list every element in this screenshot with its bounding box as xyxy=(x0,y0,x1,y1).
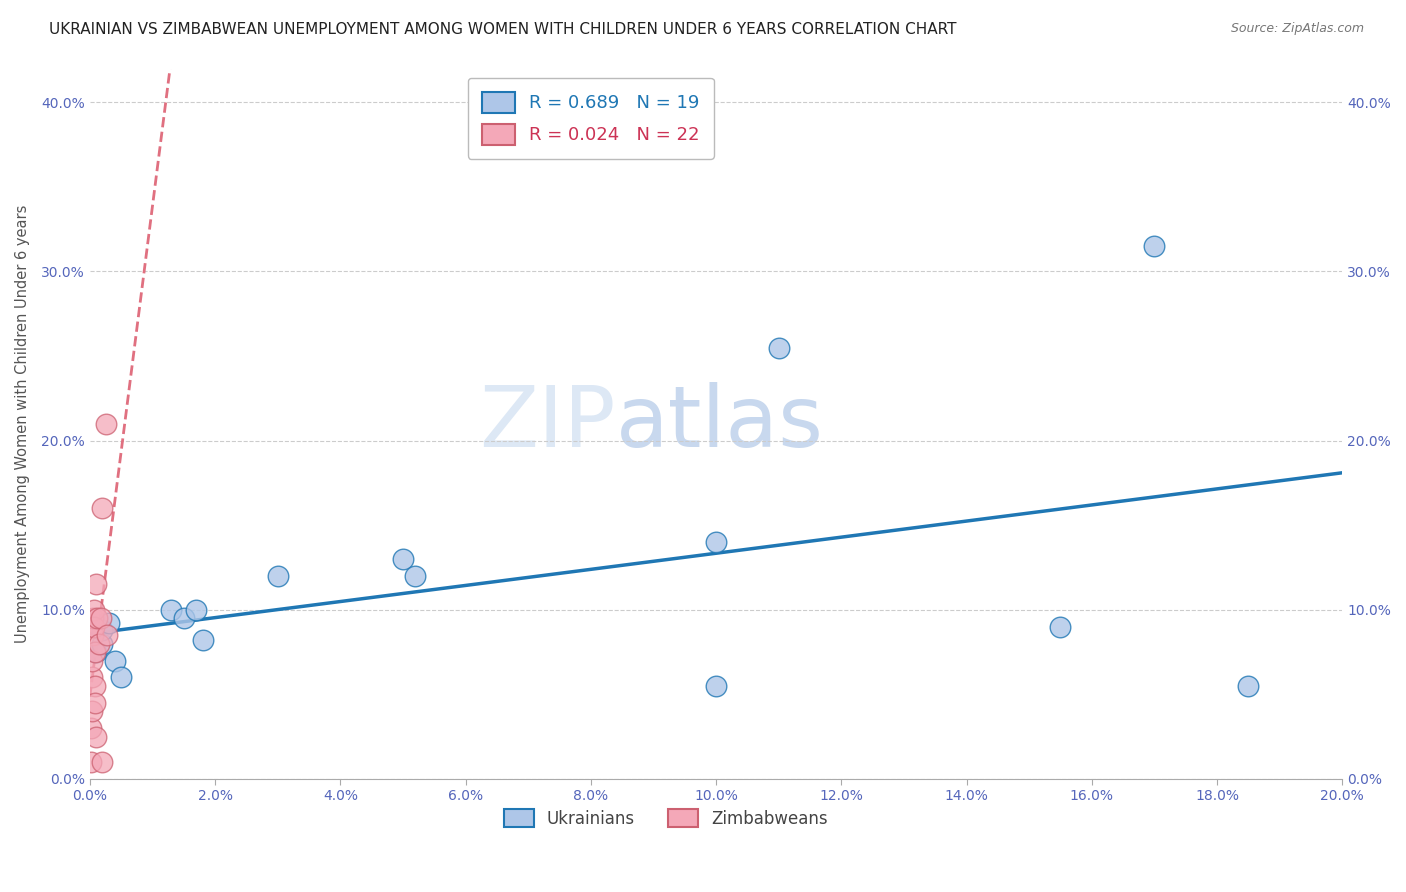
Point xyxy=(83,620,105,634)
Point xyxy=(1049,620,1071,634)
Point xyxy=(82,620,104,634)
Point xyxy=(89,637,111,651)
Point xyxy=(1143,239,1166,253)
Point xyxy=(173,611,195,625)
Point xyxy=(91,501,114,516)
Y-axis label: Unemployment Among Women with Children Under 6 years: Unemployment Among Women with Children U… xyxy=(15,204,30,643)
Point xyxy=(768,341,790,355)
Point xyxy=(82,653,104,667)
Point xyxy=(84,645,107,659)
Point xyxy=(160,603,183,617)
Point xyxy=(90,611,112,625)
Point xyxy=(186,603,208,617)
Point xyxy=(96,628,118,642)
Point xyxy=(84,730,107,744)
Point xyxy=(80,670,103,684)
Point xyxy=(405,569,427,583)
Point xyxy=(82,611,104,625)
Point xyxy=(110,670,132,684)
Point xyxy=(80,704,103,718)
Point xyxy=(91,637,114,651)
Point xyxy=(83,645,105,659)
Point xyxy=(84,696,107,710)
Point xyxy=(80,721,103,735)
Point xyxy=(191,633,214,648)
Text: Source: ZipAtlas.com: Source: ZipAtlas.com xyxy=(1230,22,1364,36)
Point xyxy=(86,611,108,625)
Point xyxy=(80,755,103,769)
Point xyxy=(94,417,117,431)
Point xyxy=(84,577,107,591)
Point xyxy=(1237,679,1260,693)
Point xyxy=(91,623,114,637)
Point xyxy=(267,569,290,583)
Point xyxy=(104,653,127,667)
Legend: Ukrainians, Zimbabweans: Ukrainians, Zimbabweans xyxy=(496,803,835,835)
Text: atlas: atlas xyxy=(616,382,824,466)
Point xyxy=(82,628,104,642)
Point xyxy=(97,616,120,631)
Point xyxy=(704,679,727,693)
Text: UKRAINIAN VS ZIMBABWEAN UNEMPLOYMENT AMONG WOMEN WITH CHILDREN UNDER 6 YEARS COR: UKRAINIAN VS ZIMBABWEAN UNEMPLOYMENT AMO… xyxy=(49,22,956,37)
Point xyxy=(704,535,727,549)
Point xyxy=(84,679,107,693)
Point xyxy=(91,755,114,769)
Point xyxy=(83,603,105,617)
Text: ZIP: ZIP xyxy=(479,382,616,466)
Point xyxy=(392,552,415,566)
